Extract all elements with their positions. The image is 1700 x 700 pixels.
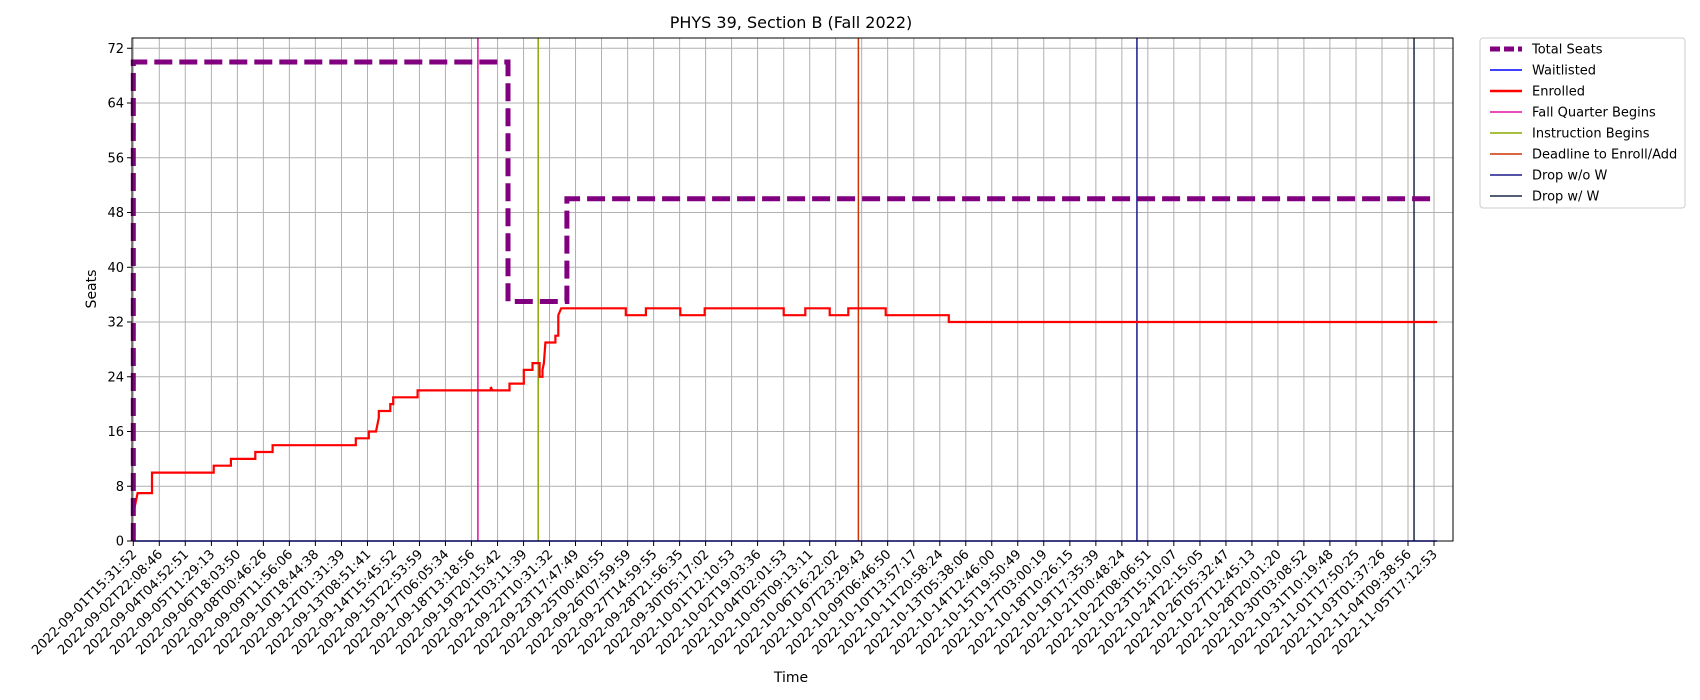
y-tick-label: 32: [107, 316, 124, 331]
y-tick-label: 40: [107, 261, 124, 276]
legend-label: Fall Quarter Begins: [1532, 106, 1656, 121]
legend-label: Drop w/o W: [1532, 169, 1608, 184]
x-axis: 2022-09-01T15:31:522022-09-02T22:08:4620…: [29, 541, 1441, 658]
legend-box: [1479, 37, 1686, 209]
y-tick-label: 56: [107, 151, 124, 166]
y-tick-label: 16: [107, 425, 124, 440]
y-axis-label: Seats: [84, 270, 100, 309]
y-axis: 0 8 16 24 32 40 48 56 64 72: [107, 42, 132, 550]
legend-label: Enrolled: [1532, 85, 1585, 100]
series-line: [130, 59, 1437, 541]
y-tick-label: 64: [107, 97, 124, 112]
x-axis-label: Time: [773, 670, 808, 686]
grid: [132, 38, 1453, 542]
legend: Total Seats Waitlisted Enrolled Fall Quarte…: [1479, 37, 1686, 209]
plot-frame: [131, 37, 1454, 542]
legend-label: Total Seats: [1531, 43, 1603, 58]
legend-label: Drop w/ W: [1532, 190, 1600, 205]
y-tick-label: 0: [116, 535, 124, 550]
y-tick-label: 8: [116, 480, 124, 495]
legend-label: Waitlisted: [1532, 64, 1596, 79]
plot-lines: [130, 38, 1437, 542]
y-tick-label: 24: [107, 370, 124, 385]
chart-title: PHYS 39, Section B (Fall 2022): [670, 13, 913, 32]
series-line: [132, 307, 1437, 514]
y-tick-label: 72: [107, 42, 124, 57]
legend-label: Instruction Begins: [1532, 127, 1650, 142]
legend-label: Deadline to Enroll/Add: [1532, 148, 1677, 163]
y-tick-label: 48: [107, 206, 124, 221]
